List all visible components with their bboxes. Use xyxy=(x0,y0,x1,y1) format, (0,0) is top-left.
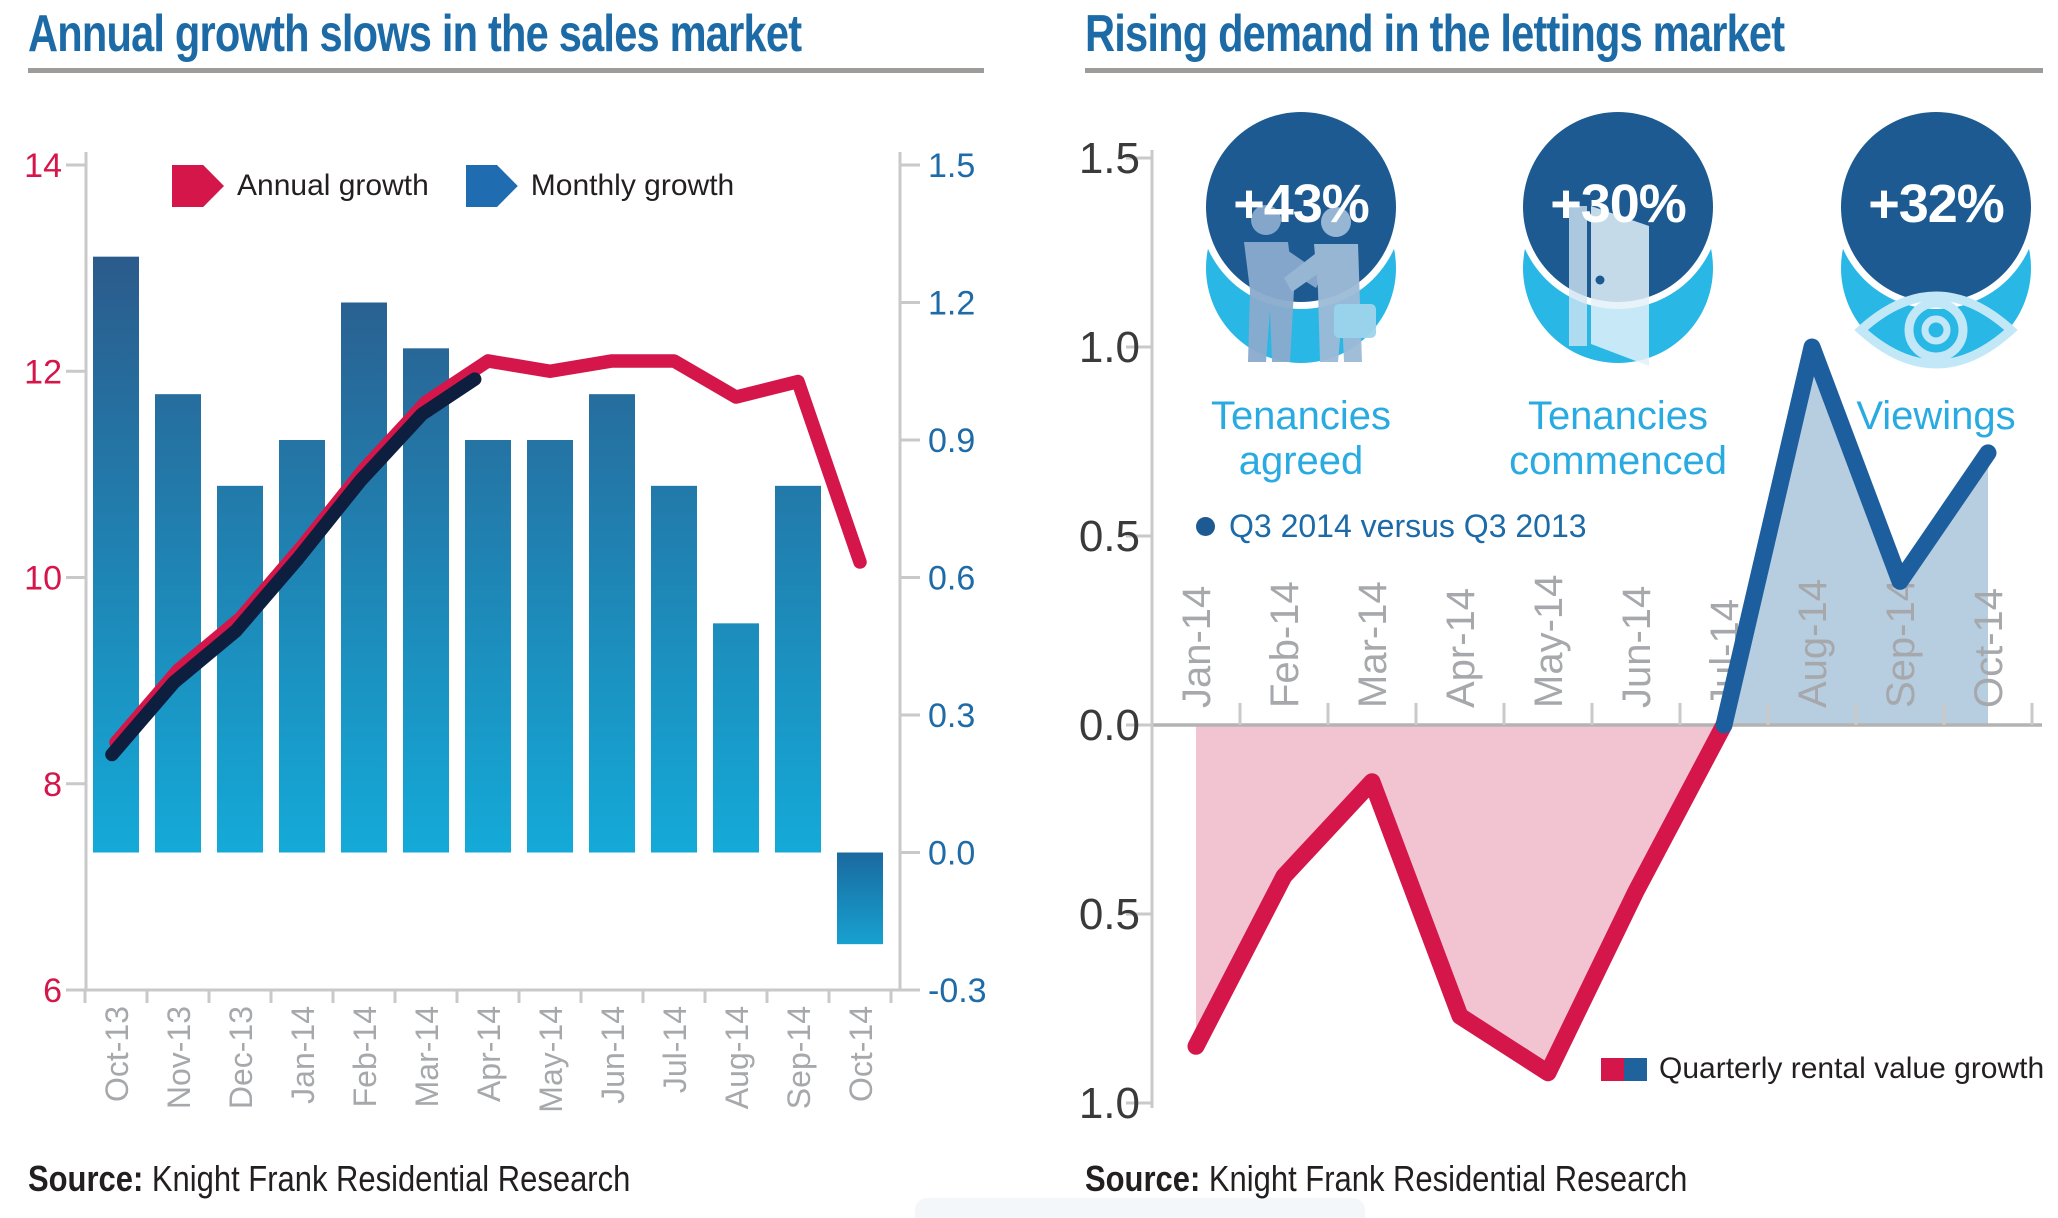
y-axis-tick-label: 0.5 xyxy=(1080,512,1140,561)
badge-tenancies-agreed: +43% xyxy=(1206,112,1396,364)
lettings-title-rule xyxy=(1085,68,2043,73)
lettings-source-label: Source: xyxy=(1085,1158,1201,1199)
legend-swatch-blue-icon xyxy=(1624,1057,1647,1081)
badge-label-line2: agreed xyxy=(1238,439,1364,483)
x-axis-label: Sep-14 xyxy=(781,1006,817,1109)
badge-label-line1: Tenancies xyxy=(1527,394,1709,438)
left-axis-tick-label: 6 xyxy=(43,972,62,1010)
sales-source-label: Source: xyxy=(28,1158,144,1199)
monthly-growth-marker-icon xyxy=(465,165,518,207)
x-axis-label: Oct-13 xyxy=(99,1006,135,1102)
x-axis-label: Jun-14 xyxy=(1615,586,1659,708)
x-axis-label: Oct-14 xyxy=(843,1006,879,1102)
right-axis-tick-label: 0.0 xyxy=(928,835,975,873)
lettings-chart-canvas: 1.5 1.0 0.5 0.0 0.5 1.0 Jan-14 Feb-14 Mar-14 Apr-… xyxy=(1080,134,2042,1128)
x-axis-label: Jan-14 xyxy=(285,1006,321,1104)
legend-swatch-red-icon xyxy=(1601,1057,1624,1081)
monthly-growth-bar-Aug-14 xyxy=(713,623,759,853)
monthly-growth-bar-Jul-14 xyxy=(651,485,697,853)
x-axis-label: Nov-13 xyxy=(161,1006,197,1109)
left-axis-tick-label: 14 xyxy=(24,147,62,185)
right-axis-tick-label: 0.9 xyxy=(928,422,975,460)
left-axis-tick-label: 10 xyxy=(24,560,62,598)
note-dot-icon xyxy=(1196,517,1215,536)
annual-growth-marker-icon xyxy=(172,165,224,207)
x-axis-label: Feb-14 xyxy=(1263,581,1307,708)
sales-legend: Annual growth Monthly growth xyxy=(172,164,734,208)
monthly-growth-bar-Nov-13 xyxy=(155,394,201,853)
lettings-legend-label: Quarterly rental value growth xyxy=(1659,1052,2045,1085)
handshake-icon xyxy=(1244,205,1376,362)
x-axis-label: Sep-14 xyxy=(1879,579,1923,708)
right-axis-tick-label: 0.3 xyxy=(928,697,975,735)
eye-icon xyxy=(1854,291,2018,369)
badge-label-tenancies-agreed: Tenancies agreed xyxy=(1171,394,1431,484)
footer-corner-decoration xyxy=(915,1198,1365,1218)
annual-growth-line-shadow xyxy=(105,372,482,762)
right-axis-tick-label: 1.5 xyxy=(928,147,975,185)
sales-chart-canvas: 14 12 10 8 6 1.5 1.2 0.9 0.6 0.3 0.0 -0.3 Oct-13 Nov-… xyxy=(24,147,987,1113)
sales-source-text: Knight Frank Residential Research xyxy=(151,1158,631,1199)
monthly-growth-bar-Dec-13 xyxy=(217,485,263,853)
rental-growth-line-positive xyxy=(1715,338,1997,734)
right-axis-tick-label: 1.2 xyxy=(928,285,975,323)
monthly-growth-bar-Sep-14 xyxy=(775,485,821,853)
sales-title-rule xyxy=(28,68,984,73)
rental-growth-line-negative xyxy=(1187,716,1733,1082)
x-axis-label: Aug-14 xyxy=(719,1006,755,1109)
x-axis-label: Aug-14 xyxy=(1791,579,1835,708)
left-axis-tick-label: 12 xyxy=(24,353,62,391)
monthly-growth-bar-Jun-14 xyxy=(589,394,635,853)
badge-label-line1: Viewings xyxy=(1856,394,2016,438)
lettings-chart-title: Rising demand in the lettings market xyxy=(1085,5,1785,63)
annual-growth-label: Annual growth xyxy=(237,169,429,202)
x-axis-label: Feb-14 xyxy=(347,1006,383,1107)
x-axis-label: Apr-14 xyxy=(471,1006,507,1102)
badge-value: +30% xyxy=(1550,174,1687,234)
badge-label-line2: commenced xyxy=(1509,439,1727,483)
monthly-growth-bar-Oct-14 xyxy=(837,852,883,945)
x-axis-label: Oct-14 xyxy=(1967,588,2011,708)
y-axis-tick-label: 1.5 xyxy=(1080,134,1140,183)
x-axis-label: Jul-14 xyxy=(657,1006,693,1093)
lettings-legend: Quarterly rental value growth xyxy=(1601,1052,2044,1086)
badge-label-tenancies-commenced: Tenancies commenced xyxy=(1488,394,1748,484)
badge-label-line1: Tenancies xyxy=(1210,394,1392,438)
monthly-growth-bar-May-14 xyxy=(527,440,573,853)
badge-viewings: +32% xyxy=(1841,112,2031,369)
x-axis-label: Jun-14 xyxy=(595,1006,631,1104)
left-axis-tick-label: 8 xyxy=(43,766,62,804)
y-axis-tick-label: 1.0 xyxy=(1080,323,1140,372)
sales-chart-title: Annual growth slows in the sales market xyxy=(28,5,802,63)
x-axis-label: May-14 xyxy=(533,1006,569,1113)
right-axis-tick-label: 0.6 xyxy=(928,560,975,598)
x-axis-label: Apr-14 xyxy=(1439,588,1483,708)
door-icon xyxy=(1569,206,1649,366)
x-axis-label: May-14 xyxy=(1527,575,1571,708)
monthly-growth-bar-Apr-14 xyxy=(465,440,511,853)
badge-value: +32% xyxy=(1868,174,2005,234)
monthly-growth-label: Monthly growth xyxy=(530,169,735,202)
y-axis-tick-label: 0.5 xyxy=(1080,890,1140,939)
comparison-note: Q3 2014 versus Q3 2013 xyxy=(1196,508,1587,545)
sales-source: Source: Knight Frank Residential Researc… xyxy=(28,1158,630,1200)
x-axis-label: Mar-14 xyxy=(409,1006,445,1107)
right-axis-tick-label: -0.3 xyxy=(928,972,987,1010)
monthly-growth-bar-Oct-13 xyxy=(93,256,139,853)
negative-growth-area xyxy=(1196,725,1724,1073)
note-text: Q3 2014 versus Q3 2013 xyxy=(1229,508,1587,544)
badge-tenancies-commenced: +30% xyxy=(1523,112,1713,366)
x-axis-label: Mar-14 xyxy=(1351,581,1395,708)
monthly-growth-bar-Feb-14 xyxy=(341,302,387,853)
badge-value: +43% xyxy=(1233,174,1370,234)
lettings-source: Source: Knight Frank Residential Researc… xyxy=(1085,1158,1687,1200)
badge-navy-circle xyxy=(1841,112,2031,302)
y-axis-tick-label: 1.0 xyxy=(1080,1079,1140,1128)
badge-label-viewings: Viewings xyxy=(1806,394,2058,439)
x-axis-label: Dec-13 xyxy=(223,1006,259,1109)
x-axis-label: Jan-14 xyxy=(1175,586,1219,708)
monthly-growth-bar-Jan-14 xyxy=(279,440,325,853)
lettings-source-text: Knight Frank Residential Research xyxy=(1208,1158,1688,1199)
y-axis-tick-label: 0.0 xyxy=(1080,701,1140,750)
